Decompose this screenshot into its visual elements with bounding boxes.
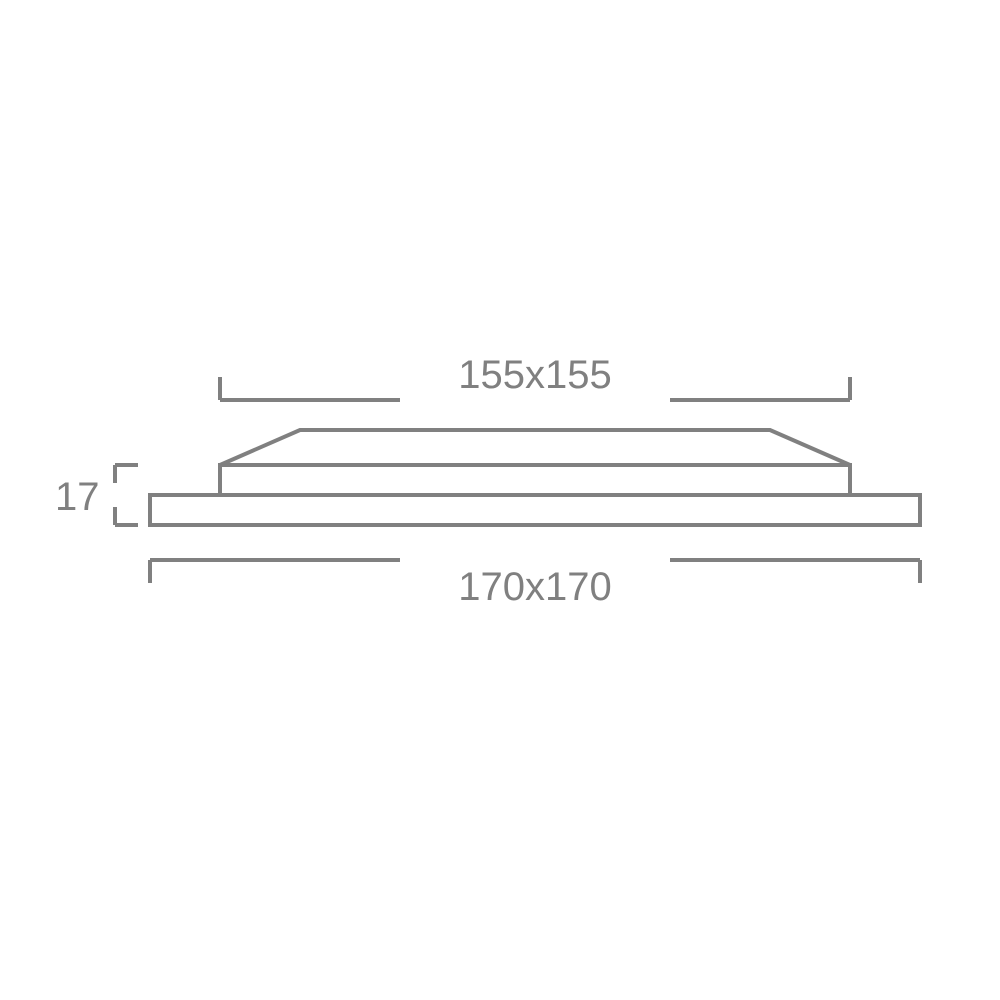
bottom-dimension-label: 170x170 <box>458 565 611 609</box>
top-dimension-label: 155x155 <box>458 353 611 397</box>
technical-diagram: 155x155 170x170 17 <box>0 0 1000 1000</box>
height-dimension <box>115 465 138 525</box>
upper-plate <box>220 465 850 495</box>
height-dimension-label: 17 <box>55 475 100 519</box>
bevel-top <box>220 430 850 465</box>
base-plate <box>150 495 920 525</box>
